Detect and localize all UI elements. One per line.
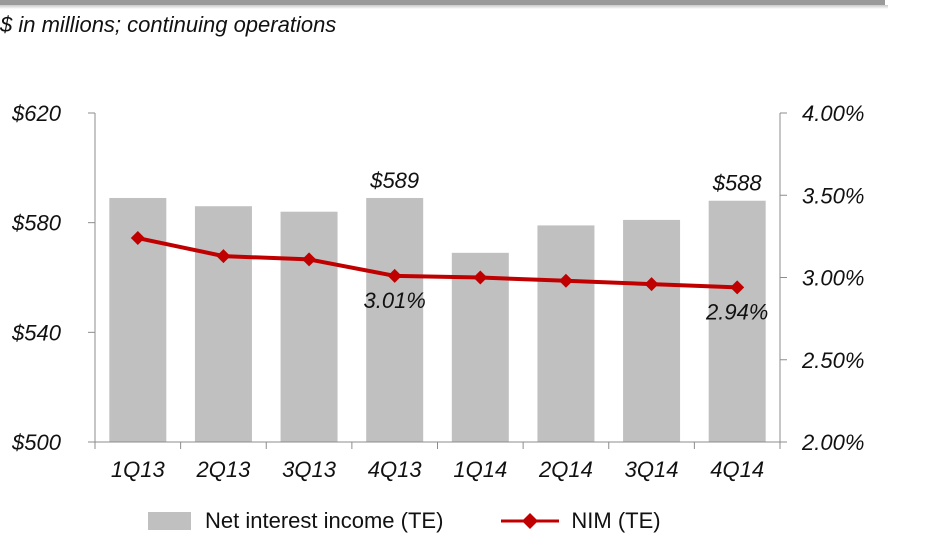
x-axis-tick-label: 1Q14: [453, 457, 507, 482]
x-axis-tick-label: 1Q13: [111, 457, 166, 482]
right-axis-tick-label: 2.50%: [801, 348, 864, 373]
legend-item-nii: Net interest income (TE): [148, 508, 443, 534]
x-axis-tick-label: 2Q13: [196, 457, 252, 482]
nim-marker-4Q13: [387, 268, 402, 283]
data-label-nim-4Q14: 2.94%: [705, 299, 768, 324]
legend-item-nim: NIM (TE): [501, 508, 661, 534]
left-axis-tick-label: $540: [11, 320, 62, 345]
nim-line: [137, 236, 738, 290]
legend-label-nim: NIM (TE): [571, 508, 661, 533]
bar-nii-4Q13: [366, 197, 424, 442]
top-divider-shadow: [0, 5, 888, 9]
legend-label-nii: Net interest income (TE): [205, 508, 444, 533]
right-axis-tick-label: 3.50%: [802, 183, 864, 208]
nim-marker-4Q14: [730, 280, 745, 295]
bar-nii-3Q13: [280, 211, 338, 442]
top-divider-bar: [0, 0, 885, 5]
nim-marker-3Q14: [644, 277, 659, 292]
data-label-nii-4Q13: $589: [369, 168, 419, 193]
nim-marker-1Q14: [473, 270, 488, 285]
bar-nii-2Q14: [537, 225, 595, 442]
x-axis-tick-label: 3Q14: [625, 457, 679, 482]
chart-subtitle: $ in millions; continuing operations: [0, 12, 337, 37]
nim-marker-3Q13: [302, 252, 317, 267]
chart-legend: Net interest income (TE) NIM (TE): [148, 507, 661, 535]
legend-swatch-bar: [148, 512, 191, 530]
left-axis-tick-label: $500: [11, 430, 62, 455]
right-axis-tick-label: 4.00%: [802, 101, 864, 126]
bar-nii-3Q14: [623, 219, 681, 442]
nim-marker-1Q13: [130, 231, 145, 246]
left-axis-tick-label: $580: [11, 211, 62, 236]
nim-marker-2Q13: [216, 249, 231, 264]
x-axis-tick-label: 4Q13: [368, 457, 423, 482]
legend-swatch-line: [501, 513, 560, 529]
data-label-nii-4Q14: $588: [712, 171, 763, 196]
x-axis-tick-label: 2Q14: [538, 457, 593, 482]
data-label-nim-4Q13: 3.01%: [363, 288, 425, 313]
nim-marker-2Q14: [558, 273, 573, 288]
right-axis-tick-label: 3.00%: [802, 266, 864, 291]
left-axis-tick-label: $620: [11, 101, 62, 126]
right-axis-tick-label: 2.00%: [801, 430, 864, 455]
bar-nii-2Q13: [194, 206, 252, 442]
x-axis-tick-label: 3Q13: [282, 457, 337, 482]
x-axis-tick-label: 4Q14: [710, 457, 764, 482]
bar-nii-4Q14: [708, 200, 766, 442]
